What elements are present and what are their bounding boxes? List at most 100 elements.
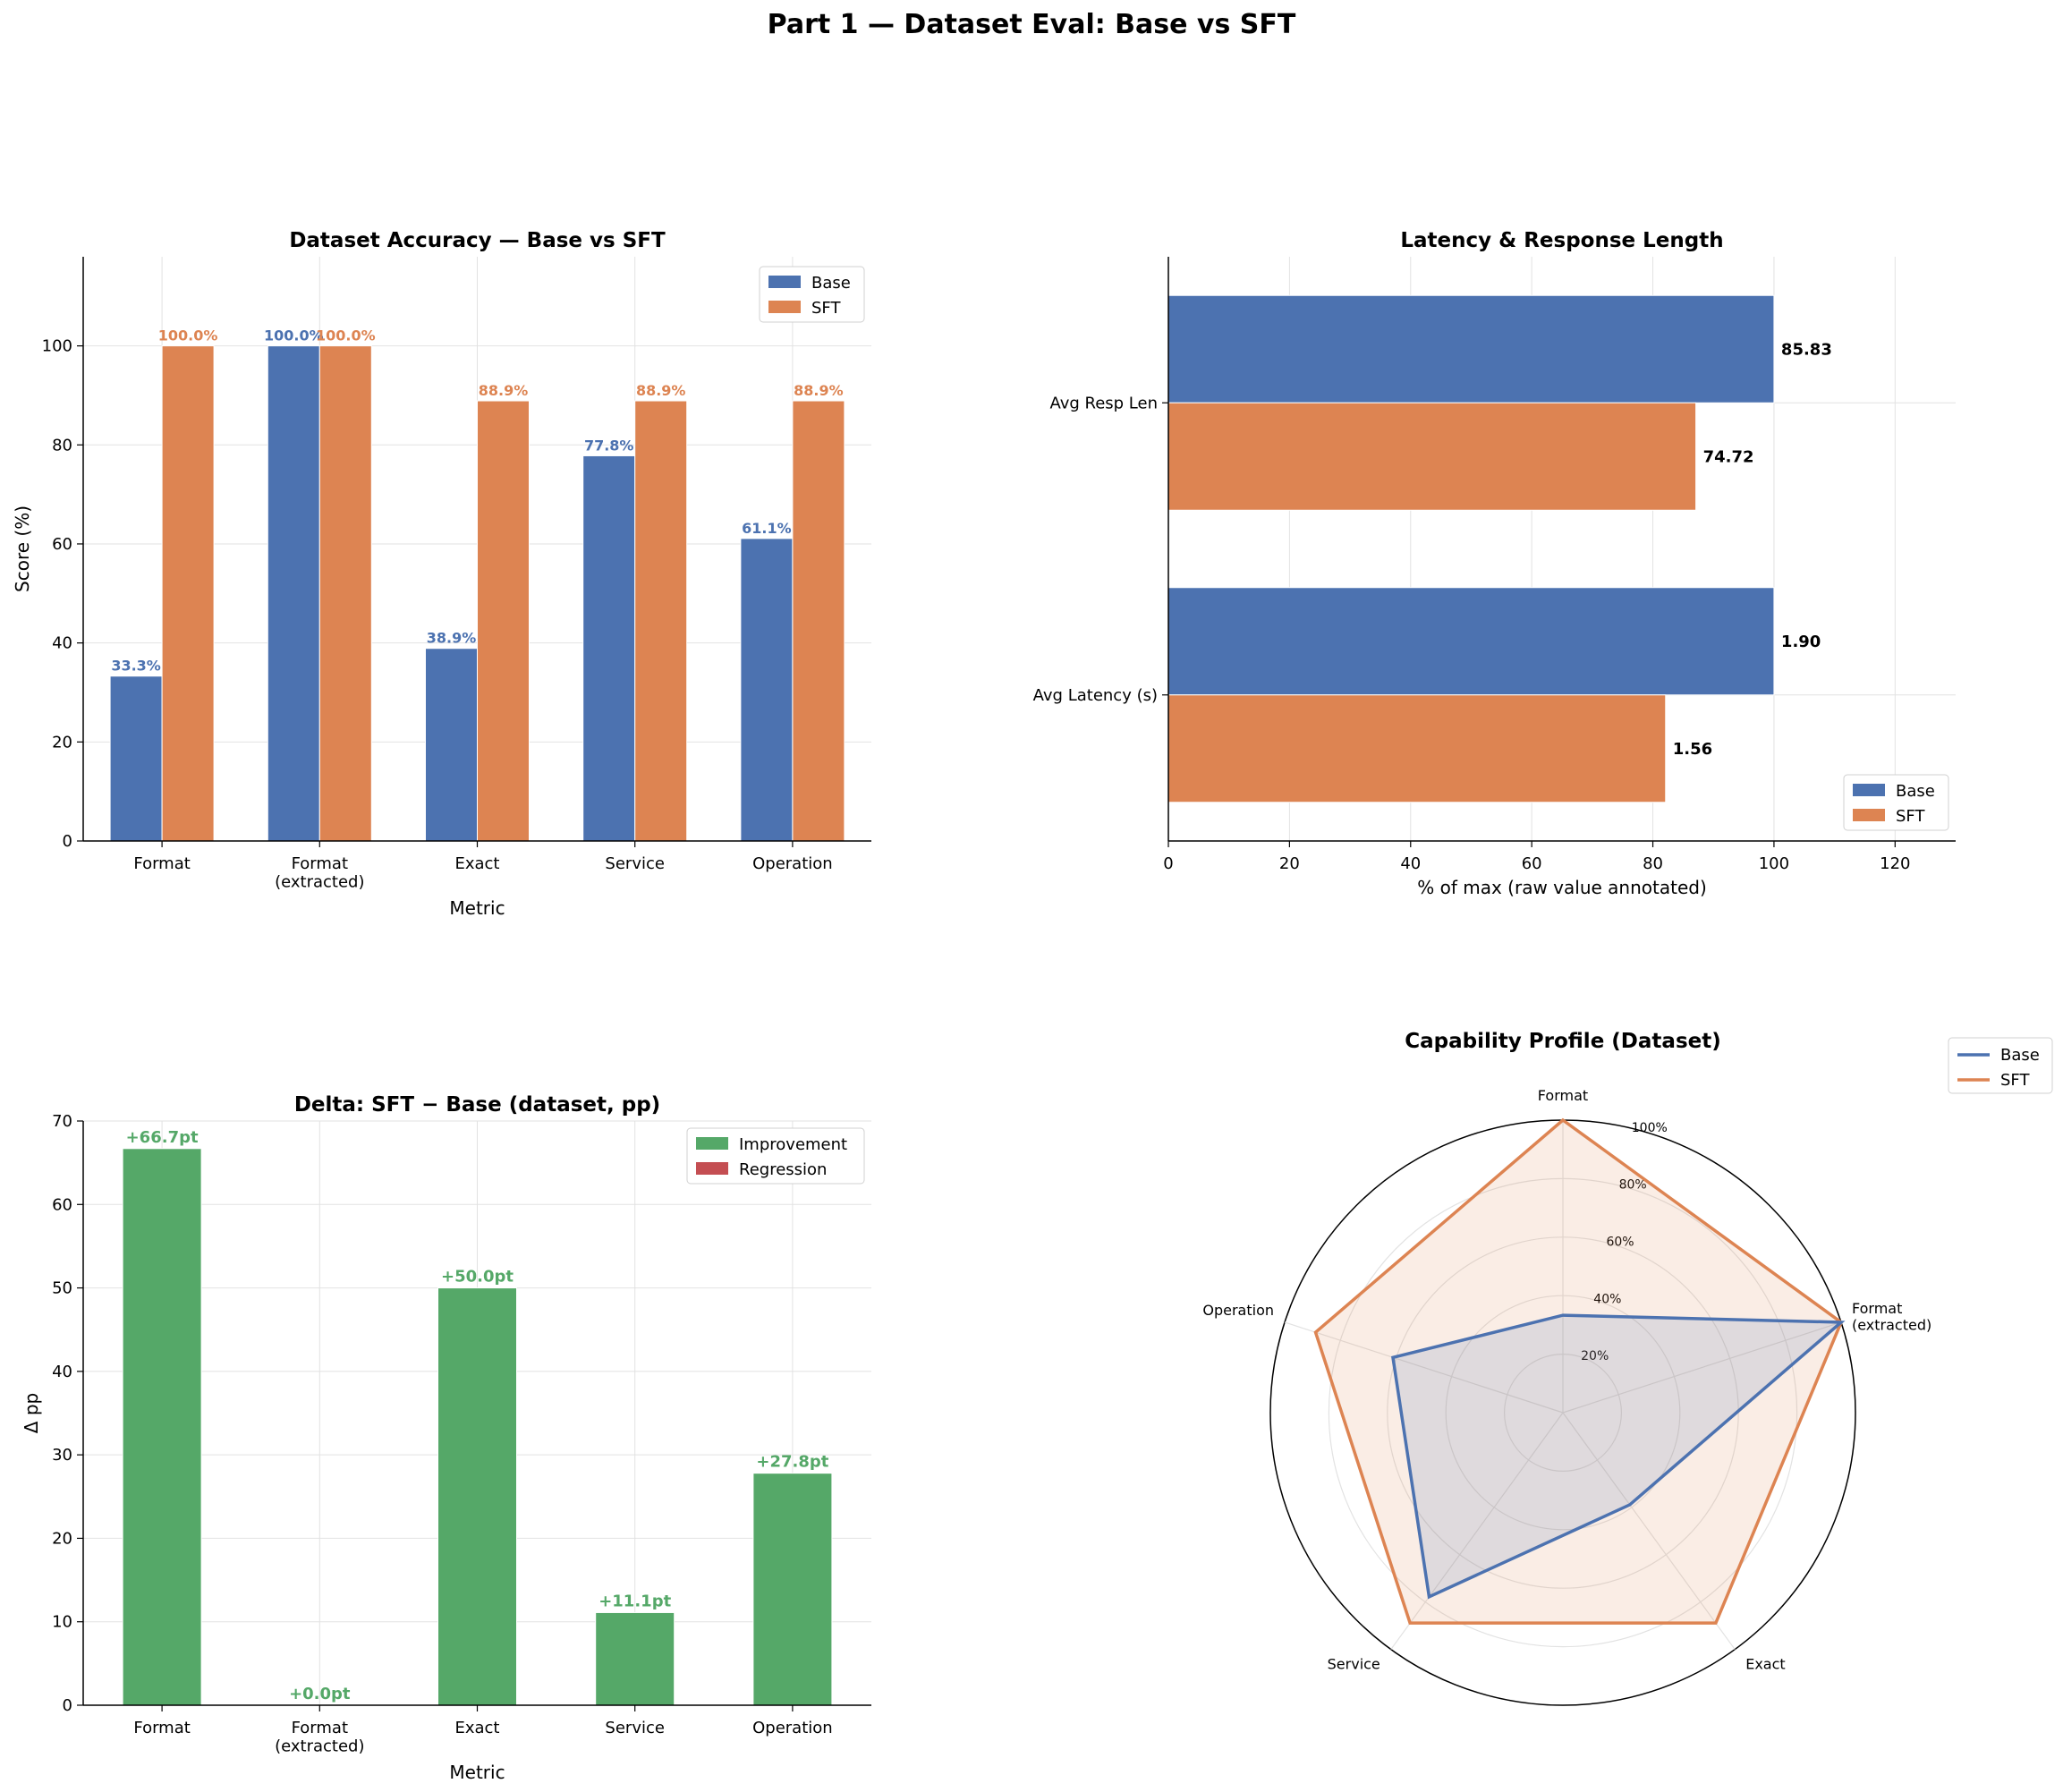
x-tick-label: Format [133, 854, 190, 873]
data-label: 88.9% [636, 382, 686, 399]
y-tick-label: 40 [52, 1363, 72, 1381]
y-tick-label: 60 [52, 535, 72, 554]
y-tick-label: 100 [42, 337, 72, 356]
x-tick-label: 20 [1279, 854, 1300, 873]
bar-sft [161, 345, 215, 842]
x-tick-label: Format (extracted) [275, 1719, 364, 1756]
bar-base [582, 454, 636, 842]
x-tick-label: Exact [454, 1719, 499, 1737]
legend-label: SFT [811, 299, 841, 318]
data-label: 74.72 [1703, 447, 1754, 466]
x-tick-label: 120 [1880, 854, 1910, 873]
legend-label: SFT [1896, 807, 1925, 826]
y-tick-label: 70 [52, 1112, 72, 1131]
r-tick-label: 100% [1632, 1121, 1668, 1135]
x-axis-label: Metric [449, 897, 505, 919]
bar-delta [122, 1148, 202, 1706]
legend-label: Improvement [739, 1135, 847, 1154]
legend-swatch [1853, 784, 1885, 796]
r-tick-label: 80% [1619, 1178, 1647, 1193]
data-label: 61.1% [742, 520, 792, 537]
bar-delta [437, 1287, 517, 1706]
x-tick-label: Format (extracted) [275, 854, 364, 892]
chart-title: Capability Profile (Dataset) [1405, 1030, 1720, 1053]
legend-swatch [768, 301, 801, 313]
data-label: 1.90 [1781, 633, 1821, 651]
r-tick-label: 60% [1606, 1235, 1634, 1249]
bar-sft [318, 345, 372, 842]
x-tick-label: Operation [752, 1719, 833, 1737]
data-label: 38.9% [427, 630, 477, 647]
x-tick-label: Service [605, 854, 665, 873]
radar-spoke [1390, 1412, 1564, 1650]
y-tick-label: 0 [63, 1696, 72, 1715]
bar-base [740, 538, 794, 842]
chart-title: Dataset Accuracy — Base vs SFT [289, 229, 666, 252]
bar-base [267, 345, 320, 842]
data-label: +27.8pt [756, 1453, 828, 1472]
data-label: +0.0pt [289, 1685, 351, 1703]
delta-chart: 0 10 20 30 40 50 60 70 Format +66.7pt Format (extra… [21, 1093, 871, 1783]
legend-swatch [696, 1137, 728, 1150]
data-label: +66.7pt [126, 1128, 199, 1147]
legend-label: Base [1896, 782, 1935, 801]
chart-title: Latency & Response Length [1400, 229, 1723, 252]
radar-spoke [1562, 1412, 1736, 1650]
x-tick-label: Operation [752, 854, 833, 873]
accuracy-chart: 0 20 40 60 80 100 Format 33.3% 100.0% Format (extr… [12, 229, 871, 919]
radar-axis-label: Operation [1202, 1302, 1274, 1319]
r-tick-label: 40% [1593, 1292, 1621, 1306]
y-axis-label: Δ pp [21, 1393, 42, 1433]
bar-sft [1167, 402, 1697, 511]
data-label: 100.0% [316, 327, 376, 344]
data-label: 33.3% [111, 658, 161, 675]
x-tick-label: Exact [454, 854, 499, 873]
x-tick-label: 40 [1400, 854, 1421, 873]
bar-base [425, 648, 478, 842]
data-label: 88.9% [479, 382, 529, 399]
legend-label: Base [2000, 1046, 2040, 1065]
latency-chart: 0 20 40 60 80 100 120 Avg Latency (s) 1.90 1.56 Av… [1033, 229, 1956, 898]
radar-chart: 20% 40% 60% 80% 100% Format Format (extracted) E… [1202, 1030, 2053, 1706]
data-label: 77.8% [584, 437, 634, 454]
y-tick-label: 40 [52, 634, 72, 653]
x-tick-label: 100 [1759, 854, 1789, 873]
bar-delta [595, 1611, 675, 1706]
x-tick-label: Format [133, 1719, 190, 1737]
x-tick-label: 0 [1163, 854, 1173, 873]
legend-label: Base [811, 274, 851, 293]
radar-series-sft [1313, 1117, 1844, 1625]
data-label: 1.56 [1673, 740, 1712, 759]
legend-box [686, 1127, 865, 1185]
legend-swatch [1853, 809, 1885, 821]
data-label: 100.0% [158, 327, 218, 344]
bar-sft [477, 400, 530, 842]
chart-title: Delta: SFT − Base (dataset, pp) [294, 1093, 660, 1117]
data-label: 85.83 [1781, 340, 1832, 359]
y-tick-label: Avg Resp Len [1049, 394, 1158, 412]
bar-base [1167, 294, 1775, 403]
y-tick-label: 50 [52, 1279, 72, 1298]
radar-series-base [1391, 1313, 1846, 1600]
y-tick-label: Avg Latency (s) [1033, 686, 1158, 705]
data-label: 100.0% [264, 327, 324, 344]
r-tick-label: 20% [1581, 1349, 1609, 1363]
x-axis-label: Metric [449, 1762, 505, 1783]
radar-spoke [1284, 1321, 1564, 1414]
y-tick-label: 0 [63, 832, 72, 851]
y-tick-label: 20 [52, 1529, 72, 1548]
bar-sft [1167, 694, 1667, 803]
legend-label: Regression [739, 1160, 827, 1179]
radar-axis-label: Service [1328, 1656, 1380, 1673]
bar-sft [634, 400, 688, 842]
radar-axis-label: Format (extracted) [1852, 1300, 1931, 1333]
data-label: +50.0pt [441, 1268, 514, 1287]
data-label: 88.9% [794, 382, 844, 399]
y-tick-label: 80 [52, 436, 72, 454]
legend-swatch [696, 1162, 728, 1175]
y-tick-label: 20 [52, 733, 72, 752]
y-tick-label: 60 [52, 1195, 72, 1214]
x-tick-label: Service [605, 1719, 665, 1737]
data-label: +11.1pt [599, 1592, 671, 1610]
bar-sft [792, 400, 845, 842]
